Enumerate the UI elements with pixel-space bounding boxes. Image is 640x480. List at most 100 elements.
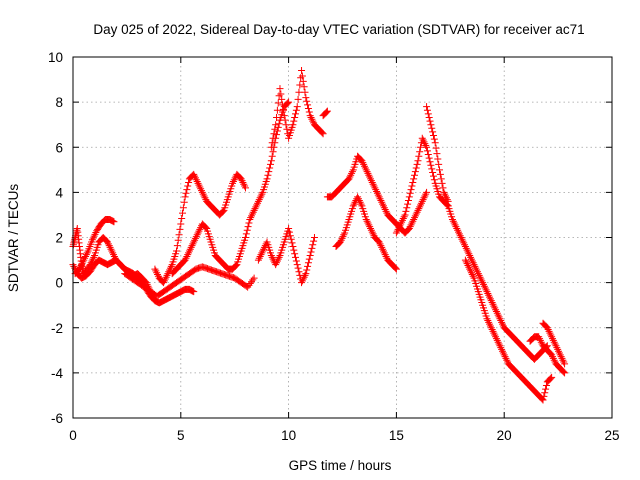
data-point	[263, 175, 271, 183]
data-point	[398, 218, 406, 226]
data-point	[267, 157, 275, 165]
data-point	[548, 353, 556, 361]
data-point	[243, 226, 251, 234]
data-point	[451, 221, 459, 229]
data-point	[304, 259, 312, 267]
data-point	[274, 255, 282, 263]
data-point	[379, 247, 387, 255]
data-point	[108, 247, 116, 255]
data-point	[379, 245, 387, 253]
data-point	[289, 243, 297, 251]
data-point	[309, 117, 317, 125]
data-point	[257, 192, 265, 200]
data-point	[450, 219, 458, 227]
data-point	[179, 209, 187, 217]
data-point	[197, 187, 205, 195]
data-point	[419, 196, 427, 204]
data-point	[422, 190, 430, 198]
data-point	[553, 344, 561, 352]
data-point	[405, 224, 413, 232]
data-point	[373, 236, 381, 244]
data-point	[414, 157, 422, 165]
data-point	[456, 232, 464, 240]
data-point	[459, 237, 467, 245]
data-point	[443, 196, 451, 204]
data-point	[275, 120, 283, 128]
data-point	[105, 242, 113, 250]
data-point	[350, 200, 358, 208]
data-point	[465, 263, 473, 271]
data-point	[219, 207, 227, 215]
data-point	[493, 336, 501, 344]
data-point	[467, 267, 475, 275]
data-point	[218, 208, 226, 216]
data-point	[296, 81, 304, 89]
data-point	[452, 223, 460, 231]
data-point	[361, 164, 369, 172]
data-point	[251, 205, 259, 213]
data-point	[496, 315, 504, 323]
data-point	[547, 331, 555, 339]
data-point	[230, 176, 238, 184]
data-point	[193, 231, 201, 239]
data-point	[464, 261, 472, 269]
data-point	[432, 144, 440, 152]
data-point	[486, 322, 494, 330]
data-point	[405, 193, 413, 201]
data-point	[195, 227, 203, 235]
data-point	[81, 254, 89, 262]
data-point	[458, 235, 466, 243]
data-point	[483, 288, 491, 296]
data-point	[537, 338, 545, 346]
data-point	[285, 224, 293, 232]
data-point	[80, 256, 88, 264]
data-point	[487, 324, 495, 332]
data-point	[418, 197, 426, 205]
y-axis-label: SDTVAR / TECUs	[6, 184, 21, 293]
data-point	[423, 147, 431, 155]
data-point	[363, 168, 371, 176]
y-tick-label: 6	[55, 140, 63, 155]
data-point	[301, 88, 309, 96]
data-point	[502, 354, 510, 362]
data-point	[89, 255, 97, 263]
data-point	[428, 124, 436, 132]
data-point	[343, 177, 351, 185]
data-point	[463, 246, 471, 254]
data-point	[406, 223, 414, 231]
data-point	[193, 178, 201, 186]
data-point	[471, 262, 479, 270]
data-point	[436, 170, 444, 178]
data-point	[255, 196, 263, 204]
data-point	[246, 215, 254, 223]
data-point	[392, 264, 400, 272]
data-point	[541, 389, 549, 397]
data-point	[245, 281, 253, 289]
data-point	[249, 276, 257, 284]
data-point	[368, 178, 376, 186]
data-point	[359, 159, 367, 167]
data-point	[394, 225, 402, 233]
data-point	[252, 203, 260, 211]
data-point	[285, 98, 293, 106]
data-point	[418, 134, 426, 142]
data-point	[177, 220, 185, 228]
data-point	[372, 186, 380, 194]
data-point	[475, 271, 483, 279]
data-point	[455, 230, 463, 238]
series-e	[151, 170, 249, 287]
data-point	[430, 135, 438, 143]
data-point	[399, 215, 407, 223]
data-point	[273, 106, 281, 114]
data-point	[425, 113, 433, 121]
data-point	[191, 236, 199, 244]
data-point	[415, 152, 423, 160]
data-point	[82, 252, 90, 260]
data-point	[424, 150, 432, 158]
x-tick-label: 15	[389, 428, 404, 443]
data-point	[429, 128, 437, 136]
data-point	[376, 195, 384, 203]
data-point	[194, 179, 202, 187]
data-point	[378, 243, 386, 251]
data-point	[273, 113, 281, 121]
